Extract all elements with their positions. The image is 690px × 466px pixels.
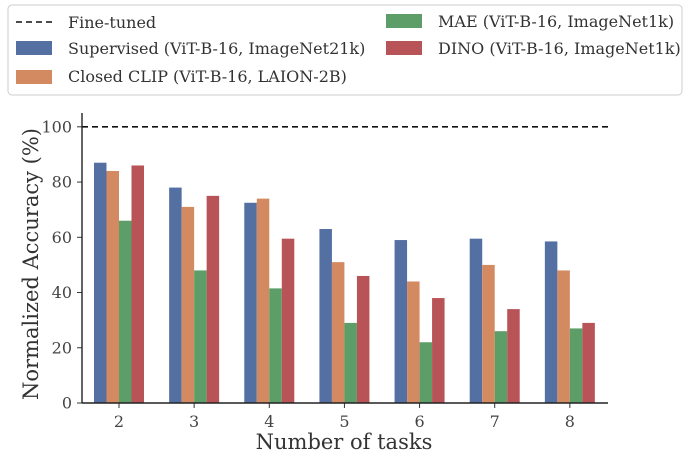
bar-supervised-3: [169, 187, 182, 403]
y-tick-label: 100: [41, 117, 72, 136]
legend-entry-supervised: Supervised (ViT-B-16, ImageNet21k): [16, 39, 365, 58]
bar-mae-3: [194, 270, 207, 403]
bar-supervised-6: [394, 240, 408, 403]
x-tick-label: 3: [189, 412, 199, 431]
legend-swatch-closed-clip: [16, 70, 52, 84]
bar-supervised-5: [319, 229, 332, 403]
bar-mae-7: [494, 331, 508, 403]
bar-closed-2: [106, 171, 119, 403]
bar-dino-8: [582, 322, 595, 403]
legend-entry-dino: DINO (ViT-B-16, ImageNet1k): [386, 39, 681, 58]
y-tick-label: 80: [52, 173, 72, 192]
bar-closed-8: [557, 270, 570, 403]
legend-label-dino: DINO (ViT-B-16, ImageNet1k): [438, 39, 681, 58]
legend-swatch-mae: [386, 14, 422, 28]
x-tick-label: 2: [114, 412, 124, 431]
bar-closed-5: [331, 262, 345, 403]
y-tick-label: 40: [52, 283, 72, 302]
y-tick-label: 0: [62, 394, 72, 413]
bar-closed-3: [181, 206, 195, 403]
bar-closed-4: [256, 198, 270, 403]
x-tick-label: 4: [264, 412, 274, 431]
legend-entry-reference: Fine-tuned: [16, 13, 156, 32]
y-axis-label: Normalized Accuracy (%): [19, 128, 43, 400]
bar-supervised-8: [544, 241, 558, 403]
bar-closed-6: [407, 281, 420, 403]
legend-label-reference: Fine-tuned: [68, 13, 156, 32]
legend-entry-closed-clip: Closed CLIP (ViT-B-16, LAION-2B): [16, 67, 347, 86]
bar-mae-6: [419, 342, 433, 403]
bar-mae-8: [569, 328, 583, 403]
x-tick-label: 6: [414, 412, 424, 431]
bar-dino-3: [206, 195, 220, 403]
bar-dino-4: [281, 238, 295, 403]
plot-area: 0 20 40 60 80 100 2 3 4 5 6 7 8: [41, 113, 608, 431]
legend-box: [7, 4, 683, 96]
bar-dino-6: [432, 298, 445, 403]
bar-supervised-7: [469, 238, 483, 403]
legend-swatch-supervised: [16, 41, 52, 55]
bar-dino-5: [356, 275, 370, 403]
y-tick-label: 20: [52, 338, 72, 357]
bar-supervised-2: [94, 162, 107, 403]
legend-label-closed-clip: Closed CLIP (ViT-B-16, LAION-2B): [68, 67, 347, 86]
bar-dino-2: [131, 165, 144, 403]
x-tick-label: 7: [490, 412, 500, 431]
bar-mae-4: [269, 288, 282, 403]
x-tick-label: 8: [565, 412, 575, 431]
bar-supervised-4: [244, 202, 257, 403]
bar-closed-7: [482, 264, 495, 403]
legend-entry-mae: MAE (ViT-B-16, ImageNet1k): [386, 12, 674, 31]
x-tick-label: 5: [339, 412, 349, 431]
x-axis-label: Number of tasks: [256, 430, 433, 454]
bar-mae-5: [344, 322, 357, 403]
bar-mae-2: [119, 220, 132, 403]
legend-swatch-dino: [386, 41, 422, 55]
legend-label-mae: MAE (ViT-B-16, ImageNet1k): [438, 12, 674, 31]
legend-label-supervised: Supervised (ViT-B-16, ImageNet21k): [68, 39, 365, 58]
y-tick-label: 60: [52, 228, 72, 247]
bar-dino-7: [507, 309, 520, 403]
